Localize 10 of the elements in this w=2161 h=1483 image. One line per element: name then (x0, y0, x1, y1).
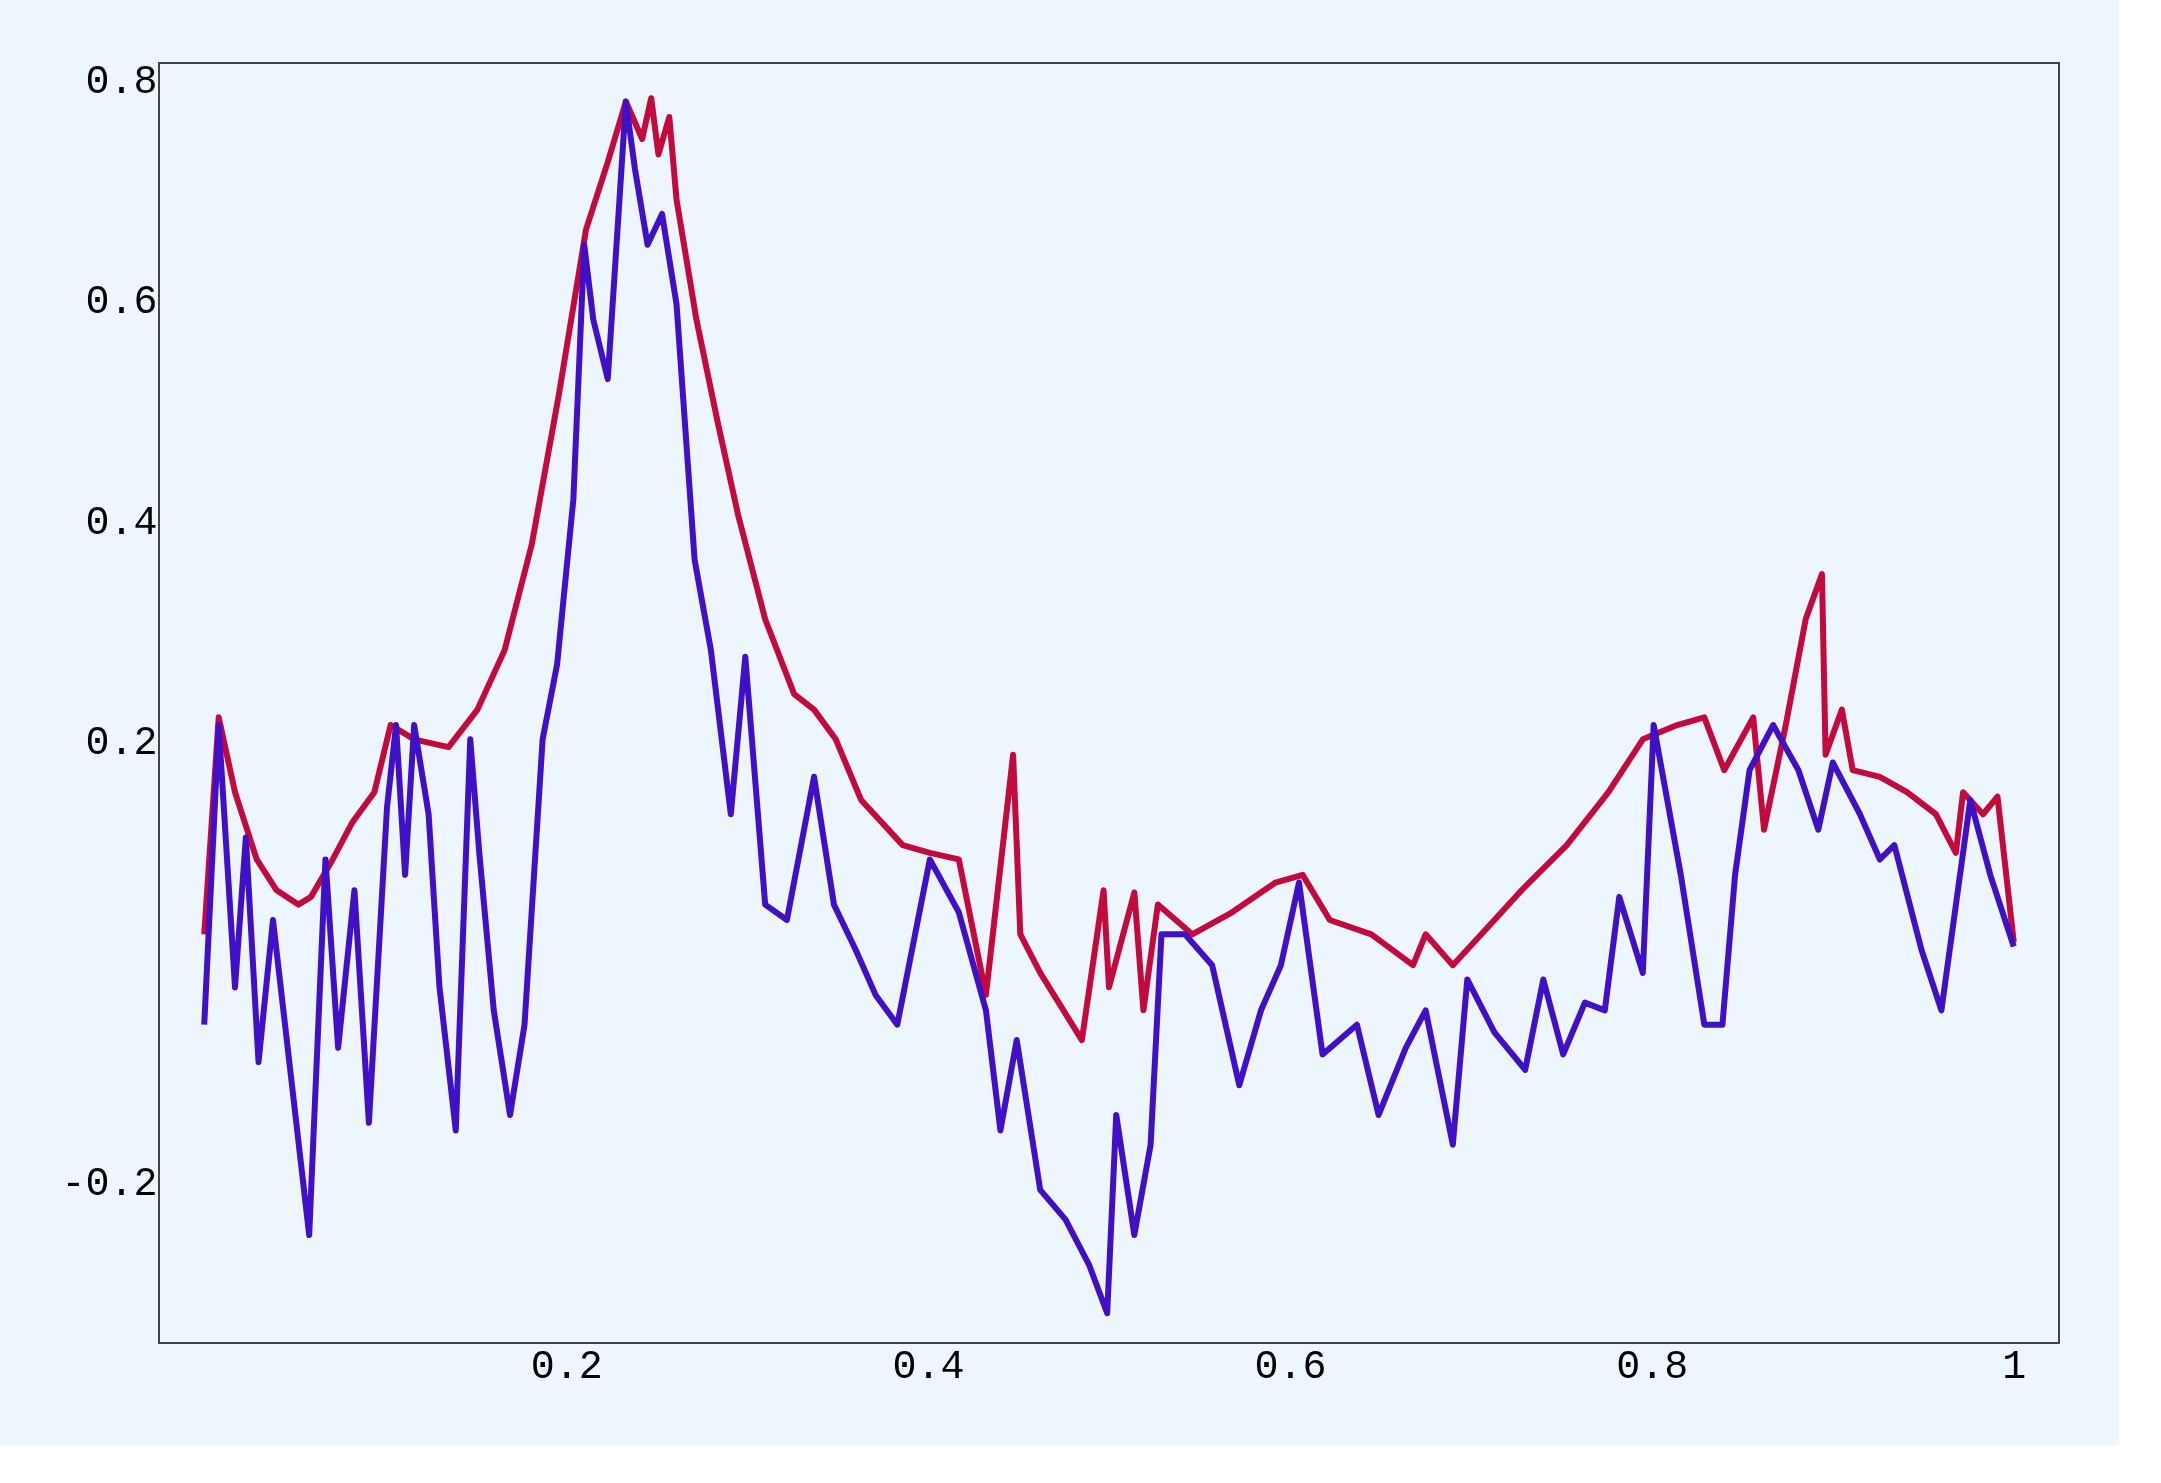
y-tick-label: 0.6 (85, 280, 158, 326)
x-tick-label: 0.4 (892, 1344, 965, 1390)
x-tick-label: 0.8 (1616, 1344, 1689, 1390)
x-tick-label: 1 (2002, 1344, 2027, 1390)
x-tick-label: 0.2 (530, 1344, 603, 1390)
y-tick-label: 0.8 (85, 60, 158, 106)
x-tick-label: 0.6 (1254, 1344, 1327, 1390)
y-tick-label: -0.2 (61, 1161, 158, 1207)
y-tick-label: 0.4 (85, 500, 158, 546)
y-tick-label: 0.2 (85, 721, 158, 767)
